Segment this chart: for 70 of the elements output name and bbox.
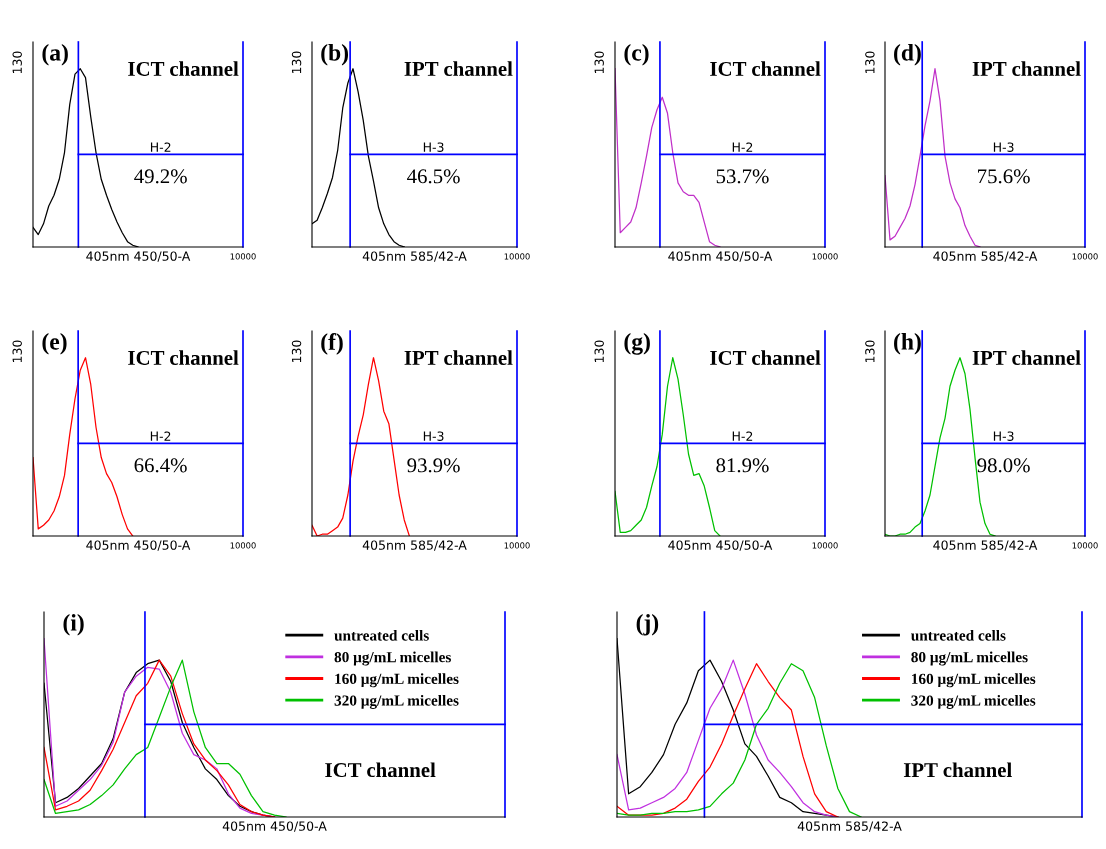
x-axis-title: 405nm 450/50-A [668,251,773,262]
legend-label: 80 μg/mL micelles [334,651,451,666]
text: 10000 [812,542,838,549]
chart-title: (d) [894,44,921,66]
annotation: IPT channel [404,350,513,365]
text: 10000 [1072,253,1098,260]
x-axis-title: 405nm 450/50-A [86,251,191,262]
legend-label: 320 μg/mL micelles [911,694,1036,709]
annotation: ICT channel [128,61,239,76]
annotation: 66.4% [134,458,187,473]
x-axis-title: 405nm 585/42-A [933,540,1038,551]
text: 130 [865,340,875,363]
annotation: ICT channel [128,350,239,365]
x-axis-title: 405nm 585/42-A [933,251,1038,262]
text: 130 [291,51,302,74]
text: 10000 [812,253,838,260]
legend-label: 320 μg/mL micelles [334,694,459,709]
annotation: 98.0% [977,458,1030,473]
ref-line-label: H-3 [423,431,444,441]
chart-title: (j) [636,614,659,636]
annotation: IPT channel [972,350,1081,365]
annotation: 93.9% [407,458,460,473]
annotation: 49.2% [134,169,187,184]
legend-label: 160 μg/mL micelles [335,673,459,688]
x-axis-title: 405nm 585/42-A [362,251,467,262]
chart-title: (b) [321,44,349,66]
annotation: 81.9% [716,458,769,473]
ref-line-label: H-2 [150,431,171,441]
annotation: 53.7% [716,169,769,184]
chart-title: (i) [63,614,84,636]
text: 10000 [230,542,256,549]
text: 10000 [230,253,256,260]
annotation: ICT channel [710,61,821,76]
x-axis-title: 405nm 585/42-A [797,821,902,832]
legend-label: untreated cells [334,629,429,641]
chart-title: (a) [42,44,68,66]
legend-label: 160 μg/mL micelles [912,673,1036,688]
annotation: IPT channel [404,61,513,76]
chart-title: (f) [321,333,343,355]
ref-line-label: H-2 [732,142,753,152]
ref-line-label: H-2 [150,142,171,152]
annotation: 75.6% [978,169,1030,184]
annotation: IPT channel [972,61,1081,76]
legend-label: untreated cells [911,629,1006,641]
ref-line-label: H-2 [732,431,753,441]
text: 130 [865,51,875,74]
x-axis-title: 405nm 450/50-A [86,540,191,551]
x-axis-title: 405nm 450/50-A [668,540,773,551]
ref-line-label: H-3 [423,142,444,152]
text: 10000 [504,542,530,549]
text: 10000 [1072,542,1098,549]
x-axis-title: 405nm 450/50-A [222,821,327,832]
text: 130 [12,51,22,74]
ref-line-label: H-3 [993,431,1014,441]
x-axis-title: 405nm 585/42-A [362,540,467,551]
text: 130 [291,340,302,363]
annotation: 46.5% [407,169,460,184]
ref-line-label: H-3 [993,142,1014,152]
text: 10000 [504,253,530,260]
text: 130 [594,340,604,363]
annotation: ICT channel [710,350,821,365]
chart-title: (h) [894,333,921,355]
text: 130 [594,51,604,74]
text: 130 [12,340,22,363]
annotation: IPT channel [903,762,1012,778]
chart-title: (c) [624,44,649,66]
legend-label: 80 μg/mL micelles [911,651,1028,666]
annotation: ICT channel [325,762,436,778]
chart-title: (g) [624,333,650,355]
chart-title: (e) [42,333,67,355]
